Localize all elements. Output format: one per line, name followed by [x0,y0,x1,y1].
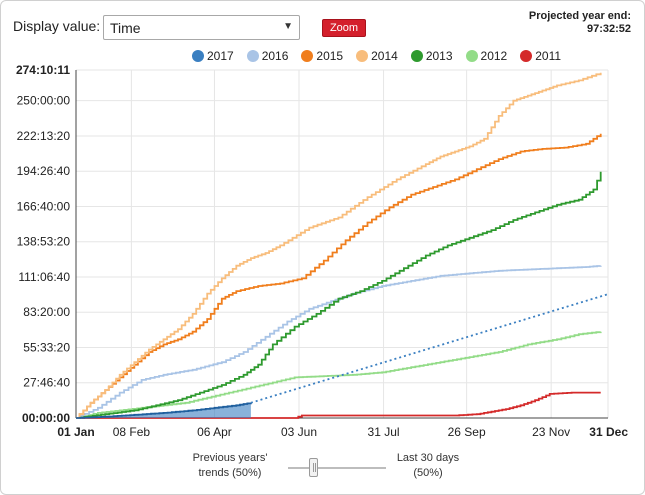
y-tick-label: 00:00:00 [22,411,70,425]
x-tick-label: 03 Jun [281,425,317,439]
trend-weight-slider-track[interactable] [288,467,386,469]
series-line-2014 [76,72,602,419]
legend-label-2017: 2017 [207,49,234,63]
y-tick-label: 250:00:00 [17,94,71,108]
y-tick-label: 111:06:40 [18,270,70,284]
legend-item-2011[interactable]: 2011 [520,49,561,63]
slider-left-line1: Previous years' [192,452,268,464]
y-tick-label: 55:33:20 [23,340,70,354]
y-tick-label: 166:40:00 [17,199,71,213]
legend-dot-2013 [410,50,423,62]
projected-year-end-label: Projected year end: [528,10,631,22]
legend-item-2015[interactable]: 2015 [301,49,343,63]
dropdown-arrow-icon: ▼ [283,21,293,32]
x-tick-label: 31 Dec [589,425,628,439]
series-line-2015 [76,133,602,419]
x-tick-label: 26 Sep [448,425,486,439]
legend-label-2012: 2012 [480,49,508,63]
y-tick-label: 222:13:20 [17,129,71,143]
x-tick-label: 31 Jul [368,425,400,439]
series-line-2013 [76,171,602,419]
series-line-2017 [76,402,252,419]
legend-dot-2012 [465,50,478,62]
legend-label-2016: 2016 [261,49,289,63]
display-value-select[interactable]: Time ▼ [103,15,300,40]
legend-item-2016[interactable]: 2016 [246,49,289,63]
x-tick-label: 08 Feb [113,425,151,439]
legend-label-2013: 2013 [425,49,453,63]
legend-item-2013[interactable]: 2013 [410,49,453,63]
slider-right-line1: Last 30 days [396,452,460,464]
legend-item-2012[interactable]: 2012 [465,49,508,63]
series-projection-2017 [250,293,609,404]
slider-right-line2: (50%) [413,467,443,479]
legend-dot-2015 [301,50,314,62]
series-line-2012 [76,331,602,419]
projected-year-end-value: 97:32:52 [586,23,631,35]
legend-dot-2014 [356,50,369,62]
y-tick-label: 138:53:20 [17,235,71,249]
y-tick-label: 274:10:11 [16,63,70,77]
display-value-label: Display value: [13,18,101,34]
series-line-2016 [76,265,602,419]
x-tick-label: 01 Jan [57,425,94,439]
zoom-button[interactable]: Zoom [322,19,366,37]
y-tick-label: 194:26:40 [17,164,71,178]
slider-right-label: Last 30 days (50%) [378,451,478,481]
display-value-selected: Time [110,20,141,36]
y-tick-label: 27:46:40 [23,376,70,390]
legend-item-2017[interactable]: 2017 [192,49,234,63]
x-tick-label: 23 Nov [532,425,570,439]
legend-dot-2011 [520,50,533,62]
chart-legend: 2017 2016 2015 2014 2013 2012 2011 [192,49,574,63]
series-area-2017 [76,402,251,418]
legend-dot-2017 [192,50,204,62]
slider-left-line2: trends (50%) [198,467,262,479]
y-tick-label: 83:20:00 [23,305,70,319]
legend-dot-2016 [246,50,259,62]
trend-weight-slider-handle[interactable] [309,458,318,477]
legend-label-2014: 2014 [371,49,398,63]
slider-left-label: Previous years' trends (50%) [180,451,280,481]
legend-label-2011: 2011 [535,49,562,63]
legend-label-2015: 2015 [316,49,344,63]
x-tick-label: 06 Apr [197,425,232,439]
legend-item-2014[interactable]: 2014 [356,49,398,63]
